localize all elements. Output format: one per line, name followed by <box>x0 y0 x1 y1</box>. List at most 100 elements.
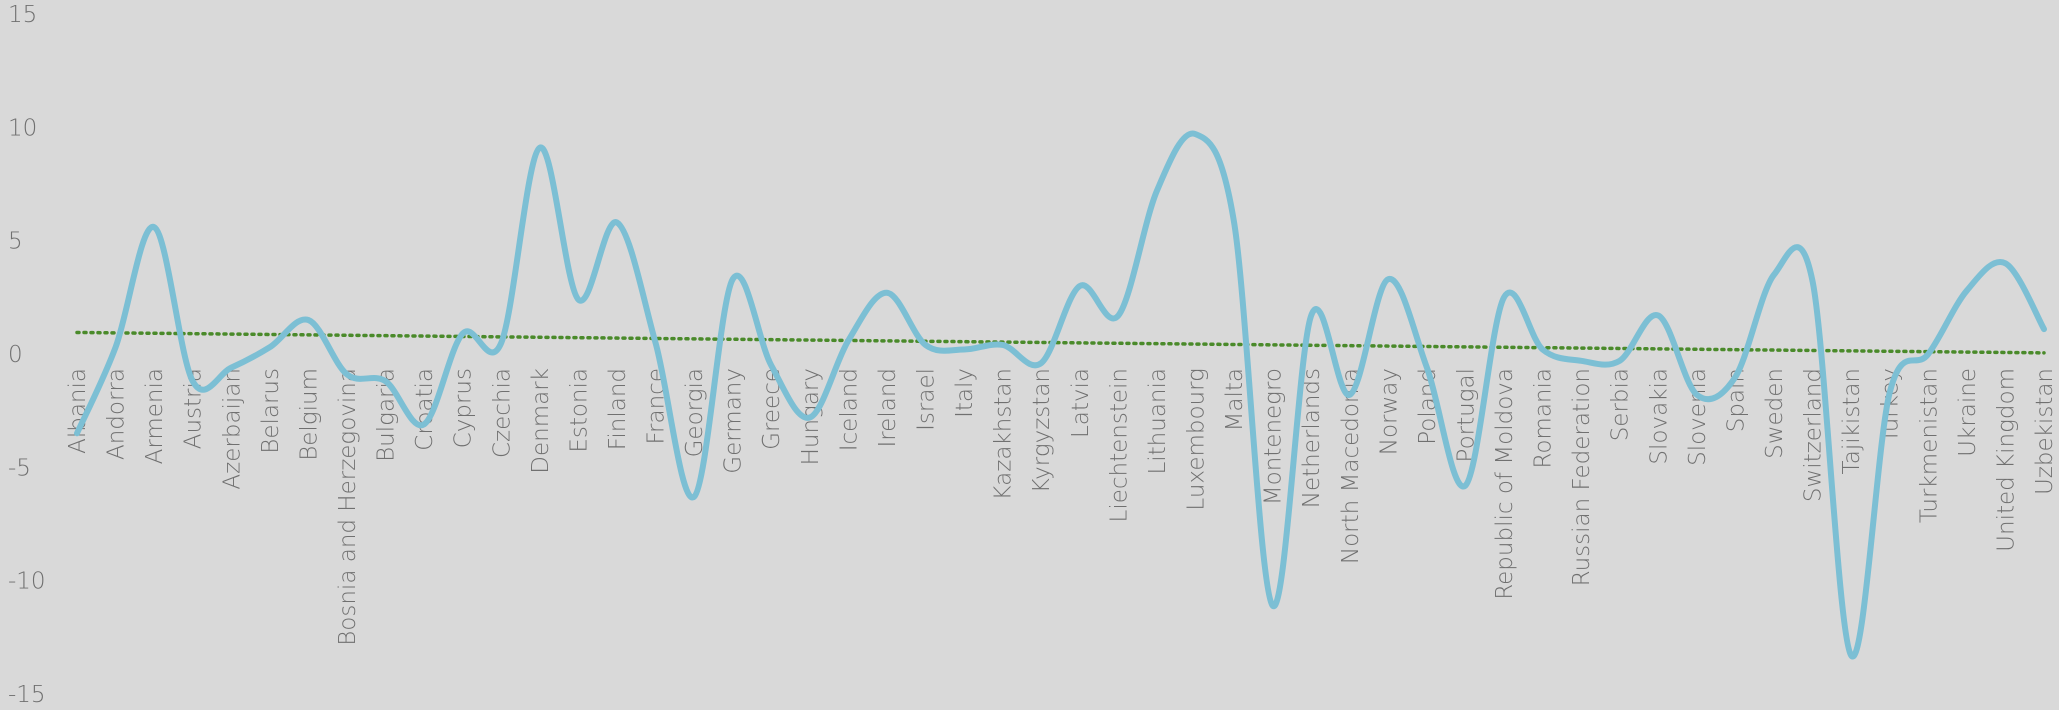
data-point-ireland <box>884 290 890 296</box>
y-tick-label: 15 <box>8 2 37 28</box>
x-tick-label: Germany <box>721 368 747 474</box>
data-point-hungary <box>807 414 813 420</box>
plot-area <box>74 130 2047 660</box>
x-axis: Albania Andorra Armenia Austria Azerbaijan Be… <box>65 368 2058 646</box>
data-point-republic-of-moldova <box>1501 294 1507 300</box>
data-point-austria <box>190 378 196 384</box>
data-point-kazakhstan <box>1000 342 1006 348</box>
y-tick-label: -10 <box>8 569 46 595</box>
x-tick-label: Italy <box>952 368 978 418</box>
x-tick-label: Armenia <box>142 368 168 464</box>
x-tick-label: Slovakia <box>1646 368 1672 465</box>
data-point-malta <box>1231 220 1237 226</box>
data-point-montenegro <box>1270 603 1276 609</box>
data-point-united-kingdom <box>2002 260 2008 266</box>
x-tick-label: Belarus <box>258 368 284 454</box>
x-tick-label: Czechia <box>489 368 515 458</box>
x-tick-label: United Kingdom <box>1993 368 2019 552</box>
x-tick-label: Republic of Moldova <box>1492 368 1518 600</box>
x-tick-label: Russian Federation <box>1569 368 1595 586</box>
data-point-germany <box>730 276 736 282</box>
y-tick-label: -5 <box>8 455 31 481</box>
data-point-switzerland <box>1810 278 1816 284</box>
x-tick-label: Kyrgyzstan <box>1029 368 1055 493</box>
x-tick-label: Belgium <box>296 368 322 461</box>
data-point-azerbaijan <box>228 365 234 371</box>
x-tick-label: Turkmenistan <box>1916 368 1942 523</box>
x-tick-label: Iceland <box>836 368 862 451</box>
data-point-cyprus <box>460 331 466 337</box>
data-point-croatia <box>421 421 427 427</box>
data-point-liechtenstein <box>1115 312 1121 318</box>
x-tick-label: Montenegro <box>1261 368 1287 505</box>
data-point-israel <box>923 342 929 348</box>
data-point-slovakia <box>1655 312 1661 318</box>
y-axis: 15 10 5 0 -5 -10 -15 <box>8 2 46 708</box>
data-point-ukraine <box>1964 288 1970 294</box>
series-line <box>74 130 2047 660</box>
x-tick-label: Azerbaijan <box>219 368 245 490</box>
data-point-norway <box>1385 276 1391 282</box>
data-point-bulgaria <box>383 378 389 384</box>
x-tick-label: Norway <box>1376 368 1402 455</box>
data-point-serbia <box>1617 358 1623 364</box>
x-tick-label: Luxembourg <box>1183 368 1209 511</box>
x-tick-label: Netherlands <box>1299 368 1325 508</box>
data-point-georgia <box>691 494 697 500</box>
data-point-spain <box>1732 374 1738 380</box>
y-tick-label: 5 <box>8 229 23 255</box>
trendline <box>75 330 2046 355</box>
y-tick-label: -15 <box>8 682 46 708</box>
x-tick-label: Denmark <box>528 368 554 474</box>
data-point-russian-federation <box>1578 358 1584 364</box>
x-tick-label: Latvia <box>1068 368 1094 438</box>
data-point-luxembourg <box>1192 131 1198 137</box>
data-point-andorra <box>113 344 119 350</box>
x-tick-label: Lithuania <box>1145 368 1171 475</box>
data-point-north-macedonia <box>1347 392 1353 398</box>
data-point-iceland <box>845 337 851 343</box>
data-point-romania <box>1540 346 1546 352</box>
data-point-france <box>653 340 659 346</box>
data-point-albania <box>74 430 80 436</box>
x-tick-label: Cyprus <box>451 368 477 448</box>
x-tick-label: Serbia <box>1608 368 1634 441</box>
data-point-slovenia <box>1694 392 1700 398</box>
data-point-greece <box>768 362 774 368</box>
x-tick-label: Estonia <box>566 368 592 453</box>
data-point-tajikistan <box>1848 652 1854 658</box>
data-point-sweden <box>1771 272 1777 278</box>
y-tick-label: 10 <box>8 115 37 141</box>
x-tick-label: Tajikistan <box>1839 368 1865 475</box>
data-point-italy <box>961 346 967 352</box>
x-tick-label: Kazakhstan <box>991 368 1017 501</box>
data-point-armenia <box>151 224 157 230</box>
data-point-turkey <box>1887 390 1893 396</box>
data-point-latvia <box>1077 283 1083 289</box>
x-tick-label: Bosnia and Herzegovina <box>335 368 361 646</box>
x-tick-label: Uzbekistan <box>2032 368 2058 495</box>
data-point-czechia <box>498 340 504 346</box>
x-tick-label: Sweden <box>1762 368 1788 459</box>
x-tick-label: Liechtenstein <box>1106 368 1132 522</box>
x-tick-label: Ireland <box>875 368 901 448</box>
data-point-lithuania <box>1154 188 1160 194</box>
x-tick-label: Finland <box>605 368 631 450</box>
data-point-uzbekistan <box>2041 326 2047 332</box>
data-point-portugal <box>1462 482 1468 488</box>
data-point-belgium <box>305 317 311 323</box>
data-point-belarus <box>267 344 273 350</box>
x-tick-label: Andorra <box>104 368 130 460</box>
data-point-kyrgyzstan <box>1038 360 1044 366</box>
x-tick-label: Ukraine <box>1955 368 1981 457</box>
data-point-finland <box>614 220 620 226</box>
x-tick-label: Malta <box>1222 368 1248 431</box>
data-point-bosnia-and-herzegovina <box>344 371 350 377</box>
data-point-netherlands <box>1308 312 1314 318</box>
data-point-turkmenistan <box>1925 351 1931 357</box>
y-tick-label: 0 <box>8 342 23 368</box>
x-tick-label: Romania <box>1531 368 1557 469</box>
data-point-denmark <box>537 145 543 151</box>
data-point-poland <box>1424 365 1430 371</box>
